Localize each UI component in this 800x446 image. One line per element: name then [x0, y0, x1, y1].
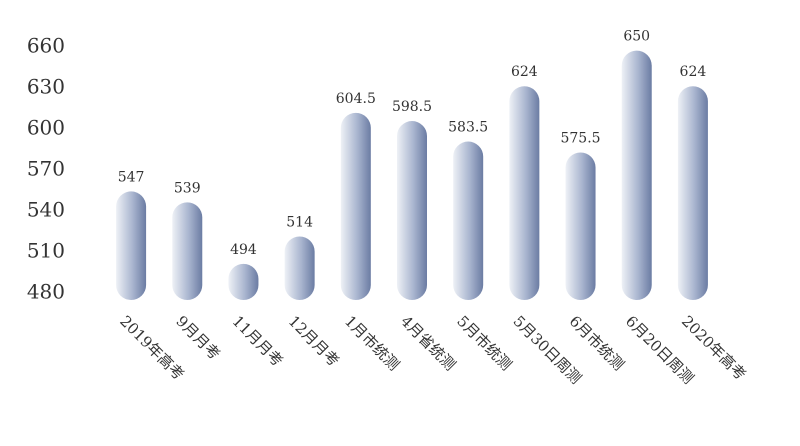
- value-label: 547: [118, 169, 145, 185]
- bar: [453, 141, 484, 300]
- x-tick-label: 11月月考: [229, 312, 287, 370]
- bar: [284, 236, 315, 300]
- y-tick-label: 540: [27, 198, 65, 222]
- y-tick-label: 570: [27, 157, 65, 181]
- value-label: 514: [286, 215, 313, 231]
- x-tick-label: 1月市统测: [341, 312, 403, 374]
- y-tick-label: 480: [27, 280, 65, 304]
- value-label: 604.5: [336, 91, 376, 107]
- value-label: 575.5: [560, 130, 600, 146]
- bar: [565, 152, 596, 300]
- bar: [228, 263, 259, 300]
- bar: [116, 191, 147, 300]
- y-tick-label: 660: [27, 34, 65, 58]
- x-tick-label: 9月月考: [172, 312, 223, 363]
- bar: [397, 121, 427, 300]
- y-tick-label: 630: [27, 75, 65, 99]
- value-label: 494: [230, 242, 257, 258]
- bar: [509, 86, 540, 300]
- value-label: 624: [511, 64, 538, 80]
- bar: [677, 86, 708, 300]
- bar: [340, 112, 371, 300]
- y-tick-label: 600: [27, 116, 65, 140]
- y-tick-label: 510: [27, 239, 65, 263]
- x-tick-label: 12月月考: [285, 312, 343, 370]
- value-label: 624: [680, 64, 707, 80]
- value-label: 539: [174, 180, 201, 196]
- value-label: 583.5: [448, 120, 488, 136]
- value-label: 650: [623, 29, 650, 45]
- bar: [172, 202, 203, 300]
- value-label: 598.5: [392, 99, 432, 115]
- bar: [621, 50, 652, 300]
- x-tick-label: 5月市统测: [453, 312, 515, 374]
- x-tick-label: 4月省统测: [397, 312, 459, 374]
